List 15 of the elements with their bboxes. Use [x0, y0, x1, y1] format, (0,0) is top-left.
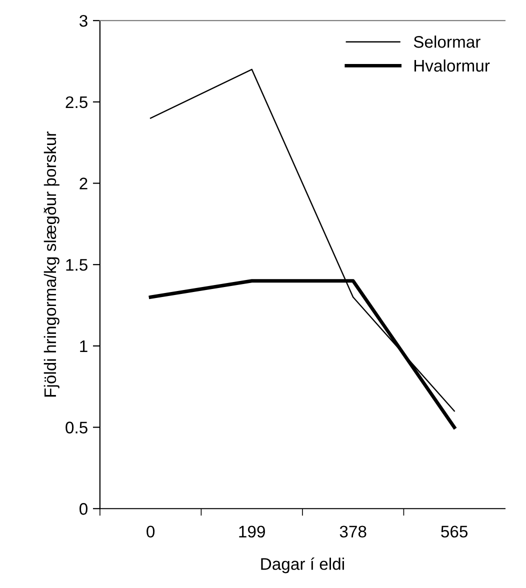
y-tick-label: 0	[80, 503, 88, 515]
legend-label: Hvalormur	[414, 59, 490, 72]
x-axis-title: Dagar í eldi	[261, 557, 344, 574]
x-tick-label: 0	[146, 526, 155, 538]
y-axis-title: Fjöldi hringorma/kg slægður þorskur	[44, 131, 60, 397]
x-tick-label: 199	[239, 526, 265, 538]
y-tick-label: 3	[80, 14, 88, 27]
y-tick-label: 1	[80, 340, 88, 352]
legend-label: Selormar	[414, 36, 480, 48]
y-tick-label: 0.5	[66, 422, 88, 434]
y-tick-label: 2.5	[66, 96, 88, 108]
y-tick-label: 2	[80, 178, 88, 190]
y-tick-label: 1.5	[66, 259, 88, 271]
x-tick-label: 378	[340, 526, 366, 538]
x-tick-label: 565	[441, 526, 468, 538]
